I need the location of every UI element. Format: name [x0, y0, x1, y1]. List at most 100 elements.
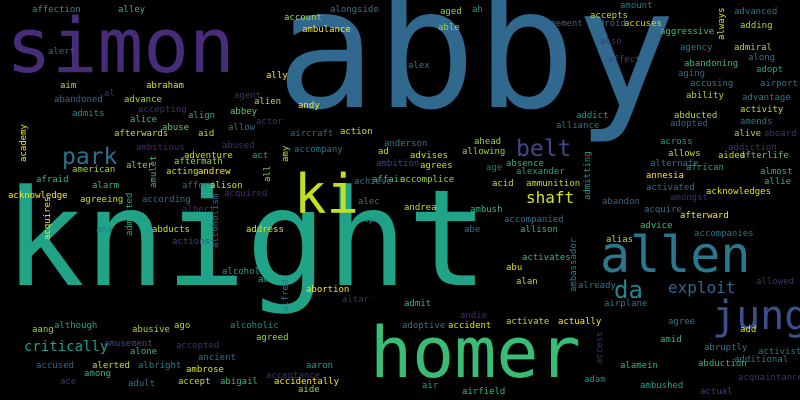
- word-admitting: admitting: [583, 151, 593, 200]
- word-acceptance: acceptance: [266, 371, 321, 381]
- word-aggressive: aggressive: [660, 27, 715, 37]
- word-aided: aided: [718, 151, 746, 161]
- word-actions: actions: [172, 237, 210, 247]
- word-admiral: admiral: [734, 43, 772, 53]
- word-aim: aim: [60, 81, 77, 91]
- word-alliance: alliance: [556, 121, 600, 131]
- word-adopted: adopted: [670, 119, 708, 129]
- word-advanced: advanced: [734, 7, 778, 17]
- word-accompany: accompany: [294, 145, 343, 155]
- word-accidentally: accidentally: [274, 377, 340, 387]
- word-acknowledges: acknowledges: [706, 187, 772, 197]
- word-critically: critically: [24, 339, 109, 355]
- word-age: age: [486, 163, 503, 173]
- word-park: park: [62, 144, 118, 170]
- word-alongside: alongside: [330, 5, 379, 15]
- word-alter: alter: [126, 161, 154, 171]
- word-all: all: [263, 165, 273, 182]
- word-abused: abused: [222, 141, 255, 151]
- word-accepted: accepted: [176, 341, 220, 351]
- word-adam: adam: [584, 375, 606, 385]
- word-aide: aide: [298, 385, 320, 395]
- word-accompanies: accompanies: [694, 229, 754, 239]
- word-ability: ability: [686, 91, 724, 101]
- word-jung: jung: [712, 293, 800, 339]
- word-accused: accused: [36, 361, 74, 371]
- word-adding: adding: [740, 21, 773, 31]
- word-afterward: afterward: [680, 211, 729, 221]
- word-agreement: agreement: [534, 19, 583, 29]
- word-abraham: abraham: [146, 81, 184, 91]
- word-altar: altar: [342, 295, 370, 305]
- word-activated: activated: [646, 183, 695, 193]
- word-abigail: abigail: [220, 377, 258, 387]
- word-andy: andy: [298, 101, 320, 111]
- word-adoptive: adoptive: [402, 321, 446, 331]
- word-add: add: [740, 325, 757, 335]
- word-airfield: airfield: [462, 387, 506, 397]
- word-activates: activates: [522, 253, 571, 263]
- word-alley: alley: [118, 5, 146, 15]
- word-afraid: afraid: [36, 175, 69, 185]
- word-alternate: alternate: [650, 159, 699, 169]
- word-alert: alert: [48, 47, 76, 57]
- word-although: although: [54, 321, 98, 331]
- word-da: da: [614, 276, 643, 304]
- word-acting: acting: [166, 167, 199, 177]
- word-across: across: [660, 137, 693, 147]
- word-aircraft: aircraft: [290, 129, 334, 139]
- word-access: access: [595, 331, 605, 364]
- word-ambush: ambush: [470, 205, 503, 215]
- word-agreed: agreed: [256, 333, 289, 343]
- word-alison: alison: [210, 181, 243, 191]
- word-alan: alan: [516, 277, 538, 287]
- word-airport: airport: [760, 79, 798, 89]
- word-afterlife: afterlife: [740, 151, 789, 161]
- word-african: african: [686, 163, 724, 173]
- word-america: america: [258, 275, 296, 285]
- word-actor: actor: [256, 117, 284, 127]
- word-exploit: exploit: [668, 278, 736, 297]
- word-abe: abe: [464, 225, 481, 235]
- word-abandoned: abandoned: [54, 95, 103, 105]
- word-allowing: allowing: [462, 147, 506, 157]
- word-admits: admits: [72, 109, 105, 119]
- word-account: account: [284, 13, 322, 23]
- word-ancient: ancient: [198, 353, 236, 363]
- word-accusing: accusing: [690, 79, 734, 89]
- word-ahead: ahead: [474, 137, 502, 147]
- word-acquired: acquired: [224, 189, 268, 199]
- word-affair: affair: [372, 175, 405, 185]
- word-accept: accept: [178, 377, 211, 387]
- word-accepting: accepting: [138, 105, 187, 115]
- word-andrea: andrea: [404, 203, 437, 213]
- word-aboard: aboard: [764, 129, 797, 139]
- word-advantage: advantage: [742, 93, 791, 103]
- word-acid: acid: [492, 179, 514, 189]
- word-alone: alone: [130, 347, 158, 357]
- word-agent: agent: [234, 91, 262, 101]
- word-ambition: ambition: [376, 159, 420, 169]
- word-ambitious: ambitious: [136, 143, 185, 153]
- word-annesia: annesia: [646, 171, 684, 181]
- word-afterwards: afterwards: [114, 129, 169, 139]
- word-action: action: [340, 127, 373, 137]
- word-albright: albright: [138, 361, 182, 371]
- word-accompanied: accompanied: [504, 215, 564, 225]
- word-alfred: alfred: [281, 279, 291, 312]
- word-abbey: abbey: [230, 107, 258, 117]
- word-ally: ally: [266, 71, 288, 81]
- word-alive: alive: [734, 129, 762, 139]
- word-acknowledge: acknowledge: [8, 191, 68, 201]
- word-abducts: abducts: [152, 225, 190, 235]
- word-shaft: shaft: [526, 188, 575, 207]
- word-always: always: [717, 7, 727, 40]
- word-abby: abby: [276, 0, 676, 147]
- word-allowed: allowed: [756, 277, 794, 287]
- word-american: american: [72, 165, 116, 175]
- word-alien: alien: [254, 97, 282, 107]
- word-additional: additional: [734, 355, 789, 365]
- word-adventure: adventure: [184, 151, 233, 161]
- word-activist: activist: [758, 347, 800, 357]
